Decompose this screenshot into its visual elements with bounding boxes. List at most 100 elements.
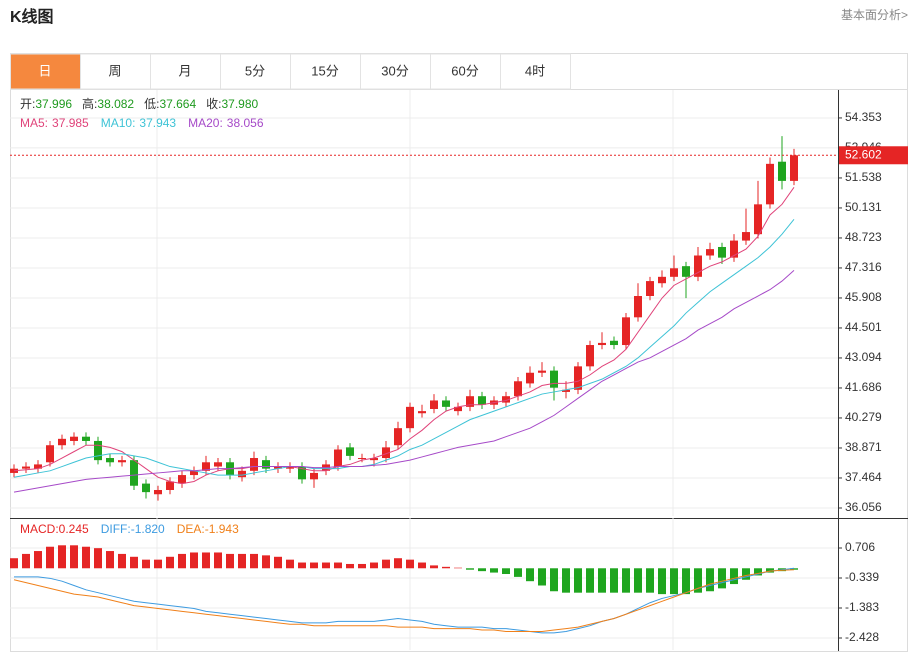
macd-bar [754, 568, 762, 576]
macd-bar [82, 546, 90, 569]
tab[interactable] [220, 53, 291, 90]
candle-body [574, 366, 582, 390]
fundamental-link[interactable]: 基本面分析> [841, 8, 908, 22]
candle-body [478, 396, 486, 405]
tab-label[interactable]: 4时 [525, 63, 545, 78]
tab[interactable] [430, 53, 501, 90]
tab-label[interactable]: 日 [38, 63, 51, 78]
y-tick-label: 54.353 [845, 110, 882, 124]
macd-bar [394, 558, 402, 569]
candle-body [286, 466, 294, 469]
y-tick-label: 43.094 [845, 350, 882, 364]
candle-body [46, 445, 54, 463]
y-tick-label: 45.908 [845, 290, 882, 304]
macd-bar [730, 568, 738, 585]
macd-bar [94, 548, 102, 569]
macd-bar [562, 568, 570, 593]
ma-legend-value: 37.943 [139, 116, 176, 130]
y-tick-label: 37.464 [845, 470, 882, 484]
macd-bar [418, 562, 426, 569]
candle-body [766, 163, 774, 205]
info-label: 收: [206, 97, 221, 111]
ma-legend-name: MA10: [101, 116, 136, 130]
y-tick-label: -0.339 [845, 570, 879, 584]
candle-body [358, 458, 366, 460]
macd-bar [286, 559, 294, 569]
macd-bar [454, 567, 462, 569]
ma-legend-name: MA20: [188, 116, 223, 130]
candle-body [370, 458, 378, 461]
candle-body [190, 470, 198, 476]
candle-body [418, 411, 426, 414]
tab-label[interactable]: 周 [108, 63, 121, 78]
candle-body [214, 462, 222, 467]
tab-label[interactable]: 月 [178, 63, 191, 78]
info-value: 37.980 [221, 97, 258, 111]
tab[interactable] [10, 53, 81, 90]
info-value: 37.996 [35, 97, 72, 111]
tab-label[interactable]: 5分 [245, 63, 265, 78]
candle-body [790, 155, 798, 181]
macd-bar [178, 553, 186, 569]
y-tick-label: 47.316 [845, 260, 882, 274]
tab-label[interactable]: 15分 [311, 63, 338, 78]
candle-body [502, 396, 510, 403]
candle-body [706, 249, 714, 256]
tab-label[interactable]: 60分 [451, 63, 478, 78]
ma-line [13, 270, 795, 493]
candle-body [394, 428, 402, 446]
y-tick-label: 48.723 [845, 230, 882, 244]
macd-bar [274, 556, 282, 569]
macd-bar [538, 568, 546, 586]
macd-bar [226, 553, 234, 569]
macd-bar [766, 568, 774, 573]
macd-line [13, 569, 795, 632]
macd-bar [406, 559, 414, 569]
current-price-label: 52.602 [845, 147, 882, 161]
candle-body [274, 466, 282, 469]
macd-bar [622, 568, 630, 593]
candle-body [658, 276, 666, 284]
macd-bar [502, 568, 510, 575]
candle-body [466, 396, 474, 407]
macd-bar [706, 568, 714, 592]
macd-bar [358, 563, 366, 569]
candle-body [454, 406, 462, 412]
macd-bar [130, 556, 138, 569]
macd-bar [202, 552, 210, 569]
candle-body [742, 232, 750, 241]
tab[interactable] [500, 53, 571, 90]
macd-bar [718, 568, 726, 589]
candle-body [634, 296, 642, 318]
candle-body [754, 204, 762, 235]
macd-legend-name: DIFF: [101, 522, 131, 536]
candle-body [382, 447, 390, 459]
macd-legend-value: 0.245 [59, 522, 89, 536]
macd-bar [310, 562, 318, 569]
macd-bar [634, 568, 642, 593]
macd-bar [214, 552, 222, 569]
ma-line [13, 218, 795, 478]
ma-legend-name: MA5: [20, 116, 48, 130]
tab[interactable] [360, 53, 431, 90]
tab[interactable] [80, 53, 151, 90]
tab[interactable] [290, 53, 361, 90]
macd-legend-name: DEA: [177, 522, 205, 536]
candle-body [526, 372, 534, 384]
macd-bar [10, 558, 18, 569]
candle-body [586, 345, 594, 367]
candle-body [202, 462, 210, 471]
macd-bar [574, 568, 582, 593]
macd-bar [370, 562, 378, 569]
tab-label[interactable]: 30分 [381, 63, 408, 78]
macd-bar [598, 568, 606, 593]
candle-body [718, 246, 726, 258]
macd-bar [346, 563, 354, 569]
macd-bar [118, 553, 126, 569]
candle-body [730, 240, 738, 258]
candle-body [94, 440, 102, 461]
y-tick-label: 0.706 [845, 540, 875, 554]
candle-body [682, 266, 690, 277]
candle-body [430, 400, 438, 409]
